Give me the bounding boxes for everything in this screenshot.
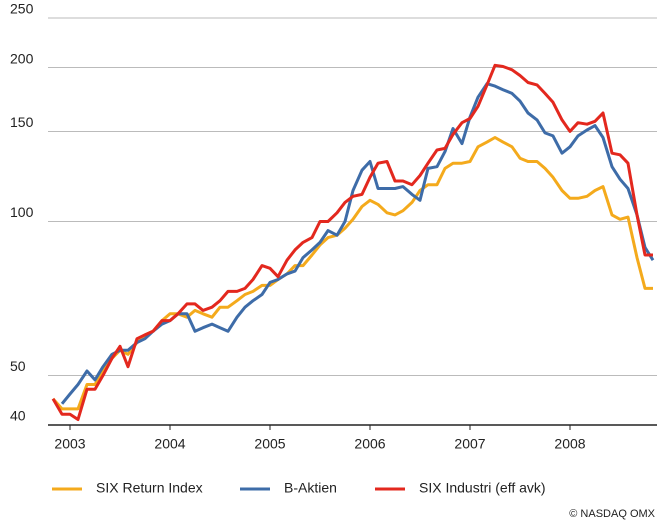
y-tick-label: 200 — [10, 50, 34, 66]
x-tick-label: 2008 — [554, 436, 585, 452]
x-tick-label: 2006 — [354, 436, 385, 452]
x-tick-label: 2005 — [254, 436, 285, 452]
line-series — [60, 82, 655, 405]
line-series — [51, 136, 653, 411]
y-tick-label: 150 — [10, 114, 34, 130]
y-tick-label: 50 — [10, 358, 26, 374]
x-tick-label: 2003 — [54, 436, 85, 452]
legend-label: SIX Return Index — [96, 480, 203, 496]
y-tick-label: 40 — [10, 408, 26, 424]
x-tick-label: 2004 — [154, 436, 185, 452]
x-tick-label: 2007 — [454, 436, 485, 452]
legend-label: B-Aktien — [284, 480, 337, 496]
y-tick-label: 250 — [10, 1, 34, 17]
line-series — [51, 63, 653, 421]
y-tick-label: 100 — [10, 204, 34, 220]
source: © NASDAQ OMX — [569, 508, 655, 520]
legend-label: SIX Industri (eff avk) — [419, 480, 546, 496]
